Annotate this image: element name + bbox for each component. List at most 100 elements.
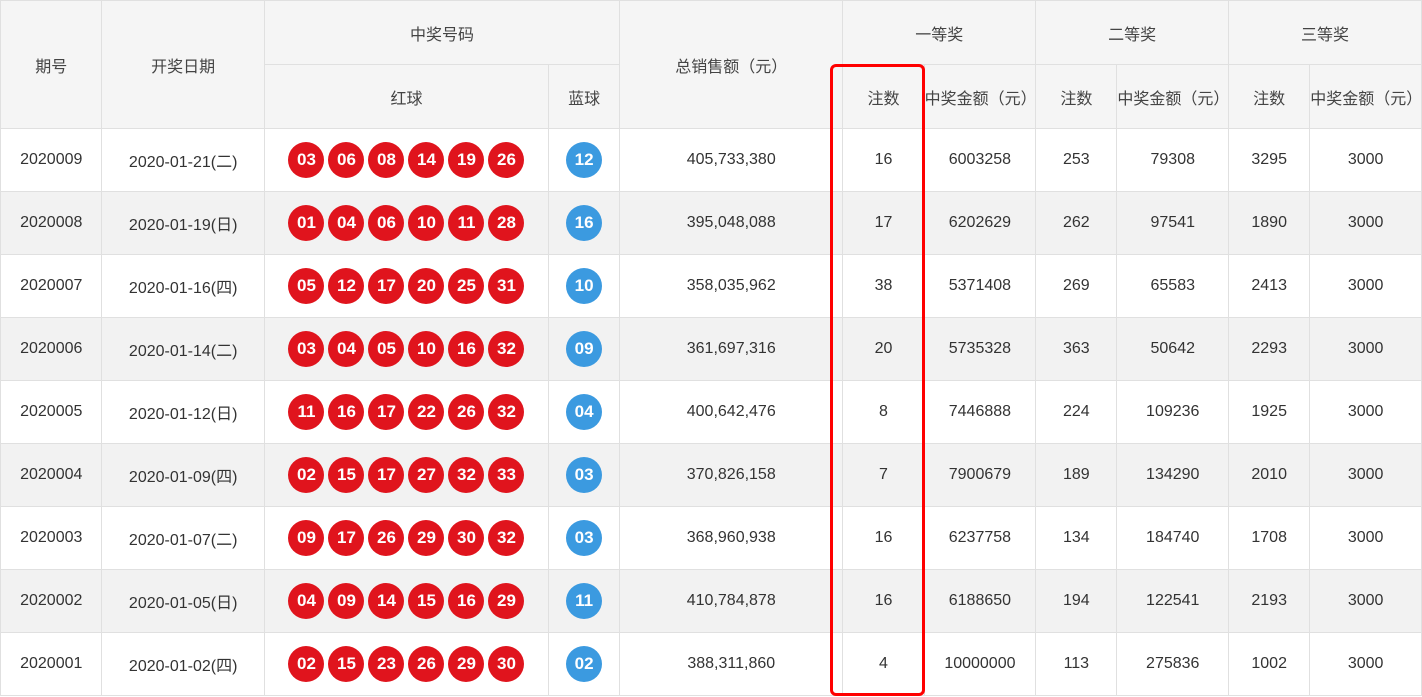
cell-issue: 2020008 bbox=[1, 192, 102, 255]
cell-sales: 395,048,088 bbox=[620, 192, 843, 255]
cell-date: 2020-01-07(二) bbox=[102, 507, 264, 570]
cell-red-balls: 021523262930 bbox=[264, 633, 548, 696]
red-ball: 26 bbox=[488, 142, 524, 178]
cell-p1-count: 4 bbox=[843, 633, 924, 696]
cell-blue-ball: 12 bbox=[549, 129, 620, 192]
cell-issue: 2020003 bbox=[1, 507, 102, 570]
cell-issue: 2020002 bbox=[1, 570, 102, 633]
cell-p3-amount: 3000 bbox=[1310, 444, 1422, 507]
cell-sales: 410,784,878 bbox=[620, 570, 843, 633]
red-ball: 17 bbox=[328, 520, 364, 556]
cell-issue: 2020006 bbox=[1, 318, 102, 381]
red-ball: 15 bbox=[328, 646, 364, 682]
blue-ball: 10 bbox=[566, 268, 602, 304]
header-red: 红球 bbox=[264, 65, 548, 129]
cell-p1-amount: 5371408 bbox=[924, 255, 1036, 318]
cell-blue-ball: 16 bbox=[549, 192, 620, 255]
cell-date: 2020-01-12(日) bbox=[102, 381, 264, 444]
red-ball: 32 bbox=[488, 520, 524, 556]
cell-p2-count: 189 bbox=[1036, 444, 1117, 507]
red-ball: 29 bbox=[448, 646, 484, 682]
red-ball: 02 bbox=[288, 457, 324, 493]
cell-red-balls: 010406101128 bbox=[264, 192, 548, 255]
cell-p1-amount: 6202629 bbox=[924, 192, 1036, 255]
cell-p1-amount: 5735328 bbox=[924, 318, 1036, 381]
cell-p2-count: 269 bbox=[1036, 255, 1117, 318]
blue-ball: 16 bbox=[566, 205, 602, 241]
cell-blue-ball: 02 bbox=[549, 633, 620, 696]
table-row: 20200072020-01-16(四)05121720253110358,03… bbox=[1, 255, 1422, 318]
cell-date: 2020-01-14(二) bbox=[102, 318, 264, 381]
red-ball: 15 bbox=[408, 583, 444, 619]
header-total-sales: 总销售额（元） bbox=[620, 1, 843, 129]
cell-p3-amount: 3000 bbox=[1310, 381, 1422, 444]
red-ball: 14 bbox=[368, 583, 404, 619]
red-ball: 27 bbox=[408, 457, 444, 493]
header-p2-amount: 中奖金额（元） bbox=[1117, 65, 1229, 129]
cell-p2-amount: 134290 bbox=[1117, 444, 1229, 507]
cell-p1-count: 8 bbox=[843, 381, 924, 444]
cell-date: 2020-01-16(四) bbox=[102, 255, 264, 318]
cell-p3-count: 1925 bbox=[1229, 381, 1310, 444]
cell-sales: 405,733,380 bbox=[620, 129, 843, 192]
cell-issue: 2020005 bbox=[1, 381, 102, 444]
red-ball: 26 bbox=[408, 646, 444, 682]
cell-p1-count: 17 bbox=[843, 192, 924, 255]
cell-p1-count: 16 bbox=[843, 129, 924, 192]
header-p1-count: 注数 bbox=[843, 65, 924, 129]
cell-sales: 368,960,938 bbox=[620, 507, 843, 570]
cell-p3-count: 1890 bbox=[1229, 192, 1310, 255]
red-ball: 03 bbox=[288, 142, 324, 178]
red-ball: 03 bbox=[288, 331, 324, 367]
cell-red-balls: 030608141926 bbox=[264, 129, 548, 192]
red-ball: 30 bbox=[488, 646, 524, 682]
cell-p3-amount: 3000 bbox=[1310, 633, 1422, 696]
cell-p3-amount: 3000 bbox=[1310, 507, 1422, 570]
red-ball: 08 bbox=[368, 142, 404, 178]
cell-p2-count: 194 bbox=[1036, 570, 1117, 633]
cell-p1-amount: 10000000 bbox=[924, 633, 1036, 696]
red-ball: 17 bbox=[368, 268, 404, 304]
cell-p1-amount: 7446888 bbox=[924, 381, 1036, 444]
red-ball: 10 bbox=[408, 205, 444, 241]
header-prize1: 一等奖 bbox=[843, 1, 1036, 65]
cell-p2-count: 134 bbox=[1036, 507, 1117, 570]
red-ball: 23 bbox=[368, 646, 404, 682]
red-ball: 12 bbox=[328, 268, 364, 304]
cell-p1-count: 7 bbox=[843, 444, 924, 507]
cell-sales: 361,697,316 bbox=[620, 318, 843, 381]
red-ball: 09 bbox=[288, 520, 324, 556]
red-ball: 33 bbox=[488, 457, 524, 493]
cell-p2-amount: 65583 bbox=[1117, 255, 1229, 318]
cell-p2-count: 113 bbox=[1036, 633, 1117, 696]
cell-p3-count: 2193 bbox=[1229, 570, 1310, 633]
table-row: 20200012020-01-02(四)02152326293002388,31… bbox=[1, 633, 1422, 696]
blue-ball: 03 bbox=[566, 457, 602, 493]
cell-p1-amount: 6237758 bbox=[924, 507, 1036, 570]
red-ball: 30 bbox=[448, 520, 484, 556]
cell-p3-amount: 3000 bbox=[1310, 129, 1422, 192]
cell-sales: 358,035,962 bbox=[620, 255, 843, 318]
cell-p3-count: 2293 bbox=[1229, 318, 1310, 381]
red-ball: 02 bbox=[288, 646, 324, 682]
red-ball: 16 bbox=[328, 394, 364, 430]
red-ball: 05 bbox=[368, 331, 404, 367]
red-ball: 16 bbox=[448, 583, 484, 619]
cell-p2-amount: 275836 bbox=[1117, 633, 1229, 696]
table-row: 20200052020-01-12(日)11161722263204400,64… bbox=[1, 381, 1422, 444]
cell-issue: 2020004 bbox=[1, 444, 102, 507]
cell-p1-count: 38 bbox=[843, 255, 924, 318]
cell-p3-count: 3295 bbox=[1229, 129, 1310, 192]
cell-blue-ball: 04 bbox=[549, 381, 620, 444]
red-ball: 22 bbox=[408, 394, 444, 430]
cell-p2-amount: 50642 bbox=[1117, 318, 1229, 381]
cell-date: 2020-01-02(四) bbox=[102, 633, 264, 696]
cell-p1-count: 16 bbox=[843, 507, 924, 570]
cell-p3-amount: 3000 bbox=[1310, 192, 1422, 255]
red-ball: 11 bbox=[448, 205, 484, 241]
blue-ball: 12 bbox=[566, 142, 602, 178]
header-prize2: 二等奖 bbox=[1036, 1, 1229, 65]
cell-p2-count: 253 bbox=[1036, 129, 1117, 192]
red-ball: 26 bbox=[368, 520, 404, 556]
cell-p2-count: 363 bbox=[1036, 318, 1117, 381]
